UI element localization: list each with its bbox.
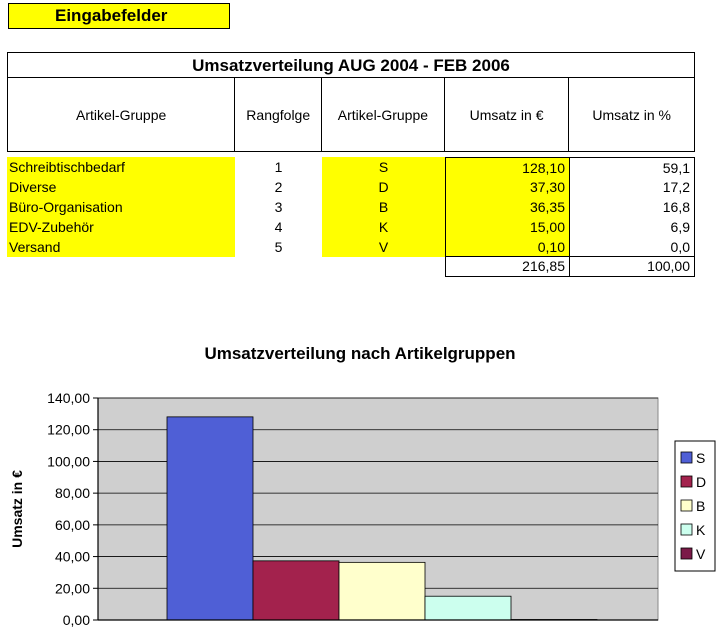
bar-k [424, 595, 512, 621]
legend-swatch-v [680, 547, 693, 560]
y-tick-label: 120,00 [47, 422, 90, 438]
legend-swatch-d [680, 475, 693, 488]
y-tick-label: 140,00 [47, 390, 90, 406]
header-group-code: Artikel-Gruppe [322, 78, 445, 151]
cell-rank: 1 [274, 159, 283, 175]
legend-swatch-s [680, 451, 693, 464]
y-tick-label: 60,00 [55, 517, 90, 533]
table-header: Artikel-Gruppe Rangfolge Artikel-Gruppe … [7, 78, 695, 152]
legend-swatch-k [680, 523, 693, 536]
cell-sales-pct: 6,9 [570, 217, 695, 237]
cell-sales-eur[interactable]: 0,10 [445, 237, 570, 257]
cell-group-code[interactable]: S [322, 157, 445, 177]
legend-label-d: D [696, 474, 706, 490]
cell-group-name[interactable]: EDV-Zubehör [7, 217, 235, 237]
bar-d [252, 560, 340, 621]
bar-s [166, 416, 254, 621]
cell-group-name[interactable]: Diverse [7, 177, 235, 197]
header-sales-pct: Umsatz in % [592, 106, 671, 123]
cell-group-code[interactable]: D [322, 177, 445, 197]
cell-sales-eur[interactable]: 36,35 [445, 197, 570, 217]
bar-chart: 0,00 20,00 40,00 60,00 80,00 100,00 120,00 140,… [9, 390, 716, 628]
legend-label-k: K [696, 522, 706, 538]
table-row: Versand 5 V 0,10 0,0 [7, 237, 695, 257]
header-group-name: Artikel-Gruppe [8, 78, 236, 151]
cell-group-name[interactable]: Schreibtischbedarf [7, 157, 235, 177]
table-row: EDV-Zubehör 4 K 15,00 6,9 [7, 217, 695, 237]
cell-sales-eur[interactable]: 15,00 [445, 217, 570, 237]
cell-group-name[interactable]: Büro-Organisation [7, 197, 235, 217]
cell-sales-eur[interactable]: 128,10 [445, 157, 570, 177]
cell-rank: 4 [274, 219, 283, 235]
cell-sales-pct: 17,2 [570, 177, 695, 197]
total-sales-pct: 100,00 [570, 257, 695, 277]
chart-title: Umsatzverteilung nach Artikelgruppen [204, 344, 516, 363]
legend-label-b: B [696, 498, 705, 514]
y-tick-label: 40,00 [55, 549, 90, 565]
cell-rank: 2 [274, 179, 283, 195]
y-tick-label: 0,00 [63, 612, 90, 628]
table-row: Diverse 2 D 37,30 17,2 [7, 177, 695, 197]
table-row: Schreibtischbedarf 1 S 128,10 59,1 [7, 157, 695, 177]
legend-label-v: V [696, 546, 706, 562]
cell-sales-pct: 59,1 [570, 157, 695, 177]
input-fields-legend: Eingabefelder [8, 3, 230, 29]
cell-sales-pct: 16,8 [570, 197, 695, 217]
cell-group-code[interactable]: B [322, 197, 445, 217]
cell-rank: 3 [274, 199, 283, 215]
header-rank: Rangfolge [235, 78, 323, 151]
cell-group-code[interactable]: K [322, 217, 445, 237]
y-tick-label: 80,00 [55, 485, 90, 501]
legend-label-s: S [696, 450, 705, 466]
y-tick-label: 100,00 [47, 453, 90, 469]
y-axis-ticks: 0,00 20,00 40,00 60,00 80,00 100,00 120,00 140,… [47, 390, 98, 628]
legend-swatch-b [680, 499, 693, 512]
table-total-row: 216,85 100,00 [7, 257, 695, 277]
cell-rank: 5 [274, 239, 283, 255]
cell-sales-pct: 0,0 [570, 237, 695, 257]
header-sales-eur: Umsatz in € [445, 78, 570, 151]
y-tick-label: 20,00 [55, 580, 90, 596]
table-title: Umsatzverteilung AUG 2004 - FEB 2006 [7, 52, 695, 78]
cell-group-name[interactable]: Versand [7, 237, 235, 257]
cell-sales-eur[interactable]: 37,30 [445, 177, 570, 197]
cell-group-code[interactable]: V [322, 237, 445, 257]
sales-table: Umsatzverteilung AUG 2004 - FEB 2006 Art… [7, 52, 695, 277]
table-row: Büro-Organisation 3 B 36,35 16,8 [7, 197, 695, 217]
bar-b [338, 561, 426, 621]
bars [166, 416, 598, 621]
table-body: Schreibtischbedarf 1 S 128,10 59,1 Diver… [7, 157, 695, 257]
total-spacer [7, 257, 445, 277]
total-sales-eur: 216,85 [445, 257, 570, 277]
y-axis-label: Umsatz in € [9, 470, 25, 548]
